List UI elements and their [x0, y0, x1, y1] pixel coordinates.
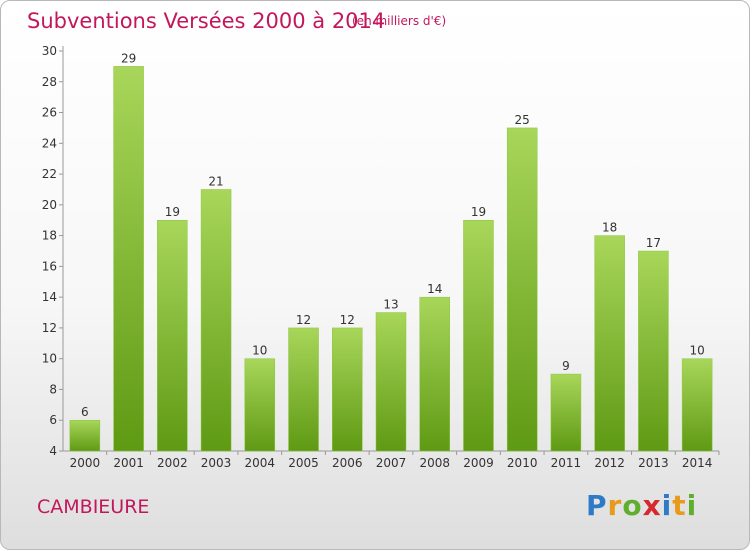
bar [157, 219, 188, 452]
y-tick-label: 30 [42, 44, 57, 58]
y-tick-label: 20 [42, 198, 57, 212]
data-label: 18 [602, 221, 617, 235]
data-label: 17 [646, 236, 661, 250]
x-tick-label: 2014 [682, 456, 713, 470]
data-label: 12 [296, 313, 311, 327]
y-tick-label: 14 [42, 290, 57, 304]
data-label: 19 [471, 205, 486, 219]
y-tick-label: 12 [42, 321, 57, 335]
data-label: 14 [427, 282, 442, 296]
x-tick-label: 2013 [638, 456, 669, 470]
bar [419, 296, 450, 452]
bar [244, 358, 276, 452]
x-tick-label: 2010 [507, 456, 538, 470]
data-label: 29 [121, 51, 136, 65]
x-tick-label: 2012 [594, 456, 625, 470]
y-tick-label: 26 [42, 106, 57, 120]
y-tick-label: 10 [42, 352, 57, 366]
bar [506, 127, 538, 452]
x-tick-label: 2008 [419, 456, 450, 470]
commune-name: CAMBIEURE [37, 496, 150, 518]
y-tick-label: 6 [49, 413, 57, 427]
data-label: 12 [340, 313, 355, 327]
x-tick-label: 2005 [288, 456, 319, 470]
data-label: 10 [252, 344, 267, 358]
x-tick-label: 2007 [376, 456, 407, 470]
x-tick-label: 2009 [463, 456, 494, 470]
bar [200, 189, 232, 452]
data-label: 9 [562, 359, 570, 373]
x-tick-label: 2002 [157, 456, 188, 470]
y-tick-label: 24 [42, 136, 57, 150]
x-tick-label: 2001 [113, 456, 144, 470]
bar [594, 235, 625, 452]
data-label: 6 [81, 405, 89, 419]
y-tick-label: 8 [49, 382, 57, 396]
x-tick-label: 2000 [70, 456, 101, 470]
y-tick-label: 22 [42, 167, 57, 181]
data-label: 10 [689, 344, 704, 358]
bar [113, 66, 144, 452]
chart-unit: (en milliers d'€) [352, 14, 447, 28]
data-label: 25 [515, 113, 530, 127]
x-tick-label: 2003 [201, 456, 232, 470]
x-tick-label: 2006 [332, 456, 363, 470]
y-tick-label: 16 [42, 259, 57, 273]
x-tick-label: 2011 [551, 456, 582, 470]
bar [681, 358, 713, 452]
y-tick-label: 4 [49, 444, 57, 458]
proxiti-logo[interactable]: Proxiti [586, 489, 698, 522]
bar [550, 373, 582, 452]
bar [463, 219, 494, 452]
data-label: 19 [165, 205, 180, 219]
bar [69, 419, 101, 452]
y-tick-label: 18 [42, 229, 57, 243]
bar [375, 312, 407, 452]
data-label: 21 [208, 174, 223, 188]
chart-title: Subventions Versées 2000 à 2014 [27, 9, 386, 33]
y-tick-label: 28 [42, 75, 57, 89]
bar [332, 327, 363, 452]
bar [638, 250, 669, 452]
bar [288, 327, 319, 452]
data-label: 13 [383, 298, 398, 312]
x-tick-label: 2004 [245, 456, 276, 470]
